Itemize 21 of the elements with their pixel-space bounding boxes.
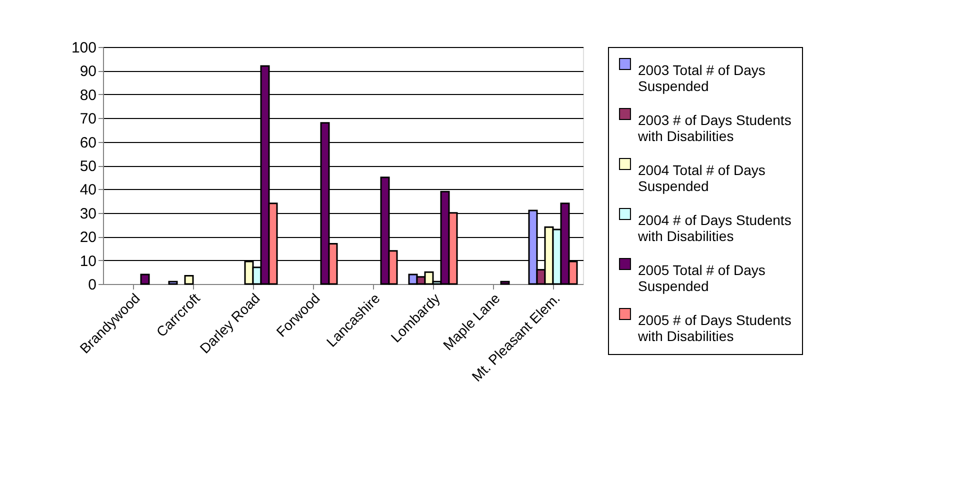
legend-label: 2003 # of Days Students with Disabilities [637,112,792,144]
legend-label: 2003 Total # of Days Suspended [638,62,766,94]
bar [500,280,510,285]
legend-label: 2004 # of Days Students with Disabilities [637,212,792,244]
y-tick-label: 30 [80,205,96,222]
y-tick-label: 100 [71,40,96,56]
y-tick-label: 60 [80,134,96,152]
y-tick-label: 90 [80,63,96,80]
bar [168,280,178,285]
bar [140,274,150,285]
y-tick-label: 20 [80,229,96,246]
legend-label: 2005 Total # of Days Suspended [638,262,766,294]
y-tick-label: 40 [80,182,96,199]
y-tick-label: 50 [80,158,96,175]
bar [184,274,194,285]
legend-label: 2005 # of Days Students with Disabilities [637,312,792,344]
y-tick-label: 10 [80,252,96,270]
y-tick-label: 80 [80,86,96,104]
y-tick-label: 70 [80,110,96,128]
y-tick-label: 0 [88,276,96,294]
legend-label: 2004 Total # of Days Suspended [638,162,766,194]
